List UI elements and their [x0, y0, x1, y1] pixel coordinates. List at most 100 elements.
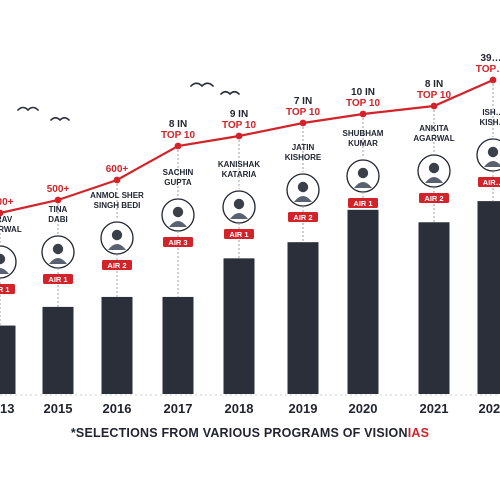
avatar-shoulders: [354, 182, 372, 188]
trend-label-2022: 39…: [480, 53, 500, 64]
trend-label-2017: 8 IN: [169, 119, 187, 130]
avatar-head: [428, 162, 440, 174]
rank-badge-2016: [102, 260, 132, 270]
year-label-2016: 2016: [103, 401, 132, 416]
avatar-shoulders: [230, 213, 248, 219]
bird-icon: [17, 106, 39, 112]
trend-point-2021: [430, 102, 438, 110]
avatar-head: [487, 146, 499, 158]
brand-vision: VISION: [364, 426, 408, 440]
trend-label-2017: TOP 10: [161, 130, 196, 141]
topper-name-2021: AGARWAL: [413, 134, 454, 143]
trend-label-2020: TOP 10: [346, 98, 381, 109]
trend-label-2013: …00+: [0, 197, 14, 208]
rank-badge-2017: [163, 237, 193, 247]
avatar-shoulders: [425, 177, 443, 183]
trend-label-2021: 8 IN: [425, 79, 443, 90]
topper-name-2021: ANKITA: [419, 124, 449, 133]
trend-point-2015: [54, 196, 62, 204]
year-label-2020: 2020: [349, 401, 378, 416]
topper-name-2013: …RAV: [0, 215, 13, 224]
footnote: *SELECTIONS FROM VARIOUS PROGRAMS OF VIS…: [0, 426, 500, 440]
trend-label-2015: 500+: [47, 184, 70, 195]
avatar-head: [172, 206, 184, 218]
topper-name-2016: SINGH BEDI: [94, 201, 141, 210]
topper-name-2022: ISH…: [482, 108, 500, 117]
year-label-2019: 2019: [289, 401, 318, 416]
bar-2020: [347, 209, 379, 394]
year-label-2021: 2021: [420, 401, 449, 416]
birds-decoration: [17, 82, 240, 122]
avatar-head: [297, 181, 309, 193]
trend-label-2020: 10 IN: [351, 87, 375, 98]
rank-text-2018: AIR 1: [229, 230, 248, 239]
avatar-shoulders: [294, 196, 312, 202]
rank-text-2020: AIR 1: [353, 199, 372, 208]
bird-icon: [50, 116, 70, 122]
trend-point-2020: [359, 110, 367, 118]
topper-name-2013: …GARWAL: [0, 225, 22, 234]
trend-point-2016: [113, 176, 121, 184]
topper-name-2022: KISH…: [479, 118, 500, 127]
year-label-2022: 2022: [479, 401, 500, 416]
trend-label-2018: TOP 10: [222, 120, 257, 131]
rank-badge-2021: [419, 193, 449, 203]
avatar-shoulders: [0, 268, 9, 274]
trend-label-2016: 600+: [106, 164, 129, 175]
trend-label-2021: TOP 10: [417, 90, 452, 101]
bird-icon: [220, 90, 240, 96]
avatar-head: [233, 198, 245, 210]
trend-label-2022: TOP…: [476, 64, 500, 75]
trend-point-2019: [299, 119, 307, 127]
avatar-shoulders: [108, 244, 126, 250]
bar-2018: [223, 258, 255, 394]
bar-2019: [287, 242, 319, 394]
topper-name-2017: SACHIN: [163, 168, 194, 177]
topper-name-2018: KANISHAK: [218, 160, 260, 169]
bar-2021: [418, 222, 450, 394]
trend-point-2022: [489, 76, 497, 84]
trend-label-2019: TOP 10: [286, 107, 321, 118]
avatar-shoulders: [169, 221, 187, 227]
bar-2022: [477, 201, 500, 394]
rank-text-2021: AIR 2: [424, 194, 443, 203]
bar-2013: [0, 325, 16, 394]
avatar-head: [52, 243, 64, 255]
topper-name-2016: ANMOL SHER: [90, 191, 144, 200]
rank-badge-2018: [224, 229, 254, 239]
bar-2015: [42, 306, 74, 394]
topper-name-2020: SHUBHAM: [343, 129, 384, 138]
avatar-head: [111, 229, 123, 241]
topper-name-2017: GUPTA: [164, 178, 192, 187]
bar-2017: [162, 296, 194, 394]
brand-ias: IAS: [407, 426, 430, 440]
rank-text-2017: AIR 3: [168, 238, 187, 247]
topper-name-2019: JATIN: [292, 143, 315, 152]
avatar-head: [0, 253, 6, 265]
topper-name-2015: DABI: [48, 215, 68, 224]
rank-badge-2015: [43, 274, 73, 284]
year-label-2013: 2013: [0, 401, 14, 416]
rank-text-2013: AIR 1: [0, 285, 10, 294]
footnote-text: *SELECTIONS FROM VARIOUS PROGRAMS OF: [70, 426, 365, 440]
trend-point-2013: [0, 209, 4, 217]
rank-text-2022: AIR…: [483, 178, 500, 187]
trend-point-2017: [174, 142, 182, 150]
avatar-head: [357, 167, 369, 179]
rank-badge-2022: [478, 177, 500, 187]
avatar-shoulders: [484, 161, 500, 167]
topper-name-2019: KISHORE: [285, 153, 322, 162]
year-label-2015: 2015: [44, 401, 73, 416]
avatar-shoulders: [49, 258, 67, 264]
rank-badge-2013: [0, 284, 15, 294]
bar-2016: [101, 296, 133, 394]
trend-label-2019: 7 IN: [294, 96, 312, 107]
year-label-2018: 2018: [225, 401, 254, 416]
topper-name-2018: KATARIA: [222, 170, 257, 179]
year-label-2017: 2017: [164, 401, 193, 416]
trend-label-2018: 9 IN: [230, 109, 248, 120]
rank-text-2015: AIR 1: [48, 275, 67, 284]
topper-name-2015: TINA: [49, 205, 68, 214]
bird-icon: [190, 82, 214, 88]
